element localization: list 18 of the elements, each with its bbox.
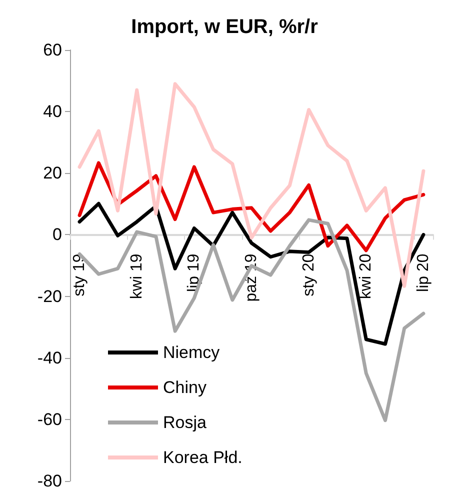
- y-tick-label: -60: [37, 410, 62, 429]
- legend-label: Korea Płd.: [163, 448, 242, 467]
- line-series: [78, 161, 426, 252]
- x-tick-label: kwi 19: [128, 254, 146, 300]
- x-tick-label: kwi 20: [358, 254, 375, 300]
- y-tick-label: -20: [37, 286, 62, 306]
- y-tick-label: -40: [37, 348, 62, 368]
- legend-label: Chiny: [163, 378, 207, 397]
- legend-label: Niemcy: [163, 343, 220, 362]
- y-tick-label: 60: [43, 40, 62, 60]
- y-tick-label: 0: [52, 225, 62, 244]
- legend-label: Rosja: [163, 413, 208, 432]
- x-tick-label: lip 20: [414, 254, 432, 292]
- x-tick-label: sty 20: [300, 254, 318, 296]
- y-tick-label: 40: [43, 102, 62, 122]
- chart-title: Import, w EUR, %r/r: [131, 16, 318, 38]
- y-tick-label: -80: [37, 472, 62, 490]
- y-tick-label: 20: [43, 164, 62, 183]
